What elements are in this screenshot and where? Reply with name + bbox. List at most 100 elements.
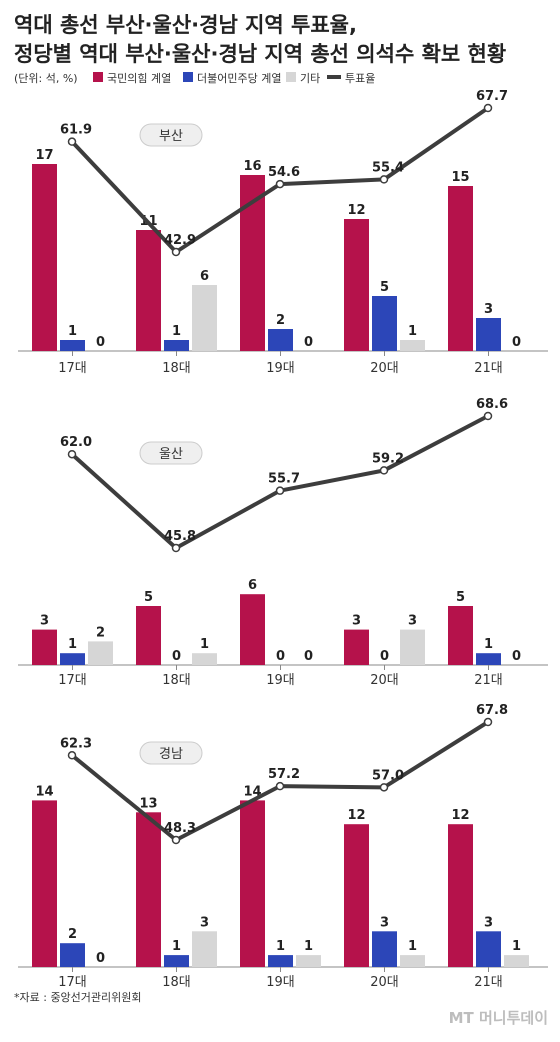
dem-bar: [476, 931, 501, 967]
bar-value-label: 2: [68, 927, 77, 942]
dem-bar: [268, 955, 293, 967]
turnout-point: [67, 137, 77, 146]
bar-value-label: 1: [200, 637, 209, 652]
turnout-point: [483, 717, 493, 727]
category-label: 21대: [474, 673, 503, 688]
dem-bar: [476, 318, 501, 351]
bar-value-label: 3: [484, 915, 493, 930]
bar-value-label: 1: [408, 324, 417, 339]
category-label: 19대: [266, 361, 295, 376]
turnout-point: [379, 466, 389, 475]
bar-value-label: 1: [68, 324, 77, 339]
bar-value-label: 14: [243, 784, 261, 799]
region-badge: 경남: [139, 741, 203, 765]
bar-value-label: 12: [347, 203, 365, 218]
category-label: 19대: [266, 975, 295, 990]
bar-value-label: 0: [304, 335, 313, 350]
bar-value-label: 0: [304, 649, 313, 664]
dem-bar: [268, 329, 293, 351]
category-label: 20대: [370, 361, 399, 376]
other-bar: [400, 340, 425, 351]
turnout-label: 67.7: [476, 89, 508, 104]
ppp-bar: [136, 230, 161, 351]
bar-value-label: 3: [40, 614, 49, 629]
dem-bar: [60, 943, 85, 967]
legend-line-swatch: [327, 75, 341, 79]
turnout-label: 67.8: [476, 703, 508, 718]
bar-value-label: 16: [243, 159, 261, 174]
bar-value-label: 3: [408, 614, 417, 629]
other-bar: [296, 955, 321, 967]
bar-value-label: 1: [68, 637, 77, 652]
turnout-point: [171, 247, 181, 257]
category-label: 20대: [370, 975, 399, 990]
turnout-point: [275, 179, 285, 189]
bar-value-label: 1: [172, 939, 181, 954]
turnout-point: [275, 486, 285, 495]
turnout-label: 57.0: [372, 768, 404, 783]
dem-bar: [60, 653, 85, 665]
turnout-label: 57.2: [268, 767, 300, 782]
turnout-point: [171, 835, 181, 845]
brand-logo: MT 머니투데이: [449, 1009, 548, 1027]
dem-bar: [164, 955, 189, 967]
bar-value-label: 0: [96, 335, 105, 350]
turnout-label: 62.0: [60, 435, 92, 450]
dem-bar: [164, 340, 189, 351]
category-label: 17대: [58, 673, 87, 688]
ppp-bar: [448, 186, 473, 351]
legend-swatch: [183, 72, 193, 82]
turnout-label: 48.3: [164, 821, 196, 836]
turnout-label: 42.9: [164, 233, 196, 248]
other-bar: [400, 629, 425, 665]
bar-value-label: 1: [484, 637, 493, 652]
bar-value-label: 0: [380, 649, 389, 664]
bar-value-label: 5: [380, 280, 389, 295]
other-bar: [192, 285, 217, 351]
category-label: 17대: [58, 361, 87, 376]
ppp-bar: [136, 606, 161, 665]
bar-value-label: 6: [200, 269, 209, 284]
turnout-point: [379, 783, 389, 792]
bar-value-label: 1: [304, 939, 313, 954]
bar-value-label: 14: [35, 784, 53, 799]
ppp-bar: [448, 606, 473, 665]
turnout-label: 55.4: [372, 160, 404, 175]
other-bar: [88, 641, 113, 665]
ppp-bar: [344, 824, 369, 967]
category-label: 19대: [266, 673, 295, 688]
legend-label: 국민의힘 계열: [107, 72, 171, 85]
ppp-bar: [240, 800, 265, 967]
region-badge-bg: [139, 123, 203, 147]
other-bar: [192, 653, 217, 665]
bar-value-label: 2: [276, 313, 285, 328]
turnout-label: 45.8: [164, 529, 196, 544]
category-label: 20대: [370, 673, 399, 688]
turnout-point: [379, 175, 389, 184]
region-badge-bg: [139, 741, 203, 765]
ppp-bar: [240, 594, 265, 665]
turnout-point: [483, 411, 493, 421]
unit-label: (단위: 석, %): [14, 72, 78, 85]
dem-bar: [372, 931, 397, 967]
chart-title-line-1: 역대 총선 부산·울산·경남 지역 투표율,: [14, 13, 357, 37]
bar-value-label: 0: [512, 649, 521, 664]
bar-value-label: 13: [139, 796, 157, 811]
bar-value-label: 3: [200, 915, 209, 930]
legend-label: 더불어민주당 계열: [197, 72, 281, 85]
dem-bar: [476, 653, 501, 665]
other-bar: [504, 955, 529, 967]
legend-swatch: [93, 72, 103, 82]
bar-value-label: 0: [172, 649, 181, 664]
turnout-point: [67, 449, 77, 459]
turnout-point: [67, 751, 77, 760]
ppp-bar: [32, 800, 57, 967]
bar-value-label: 17: [35, 148, 53, 163]
dem-bar: [60, 340, 85, 351]
category-label: 18대: [162, 361, 191, 376]
turnout-label: 61.9: [60, 123, 92, 138]
turnout-label: 55.7: [268, 472, 300, 487]
